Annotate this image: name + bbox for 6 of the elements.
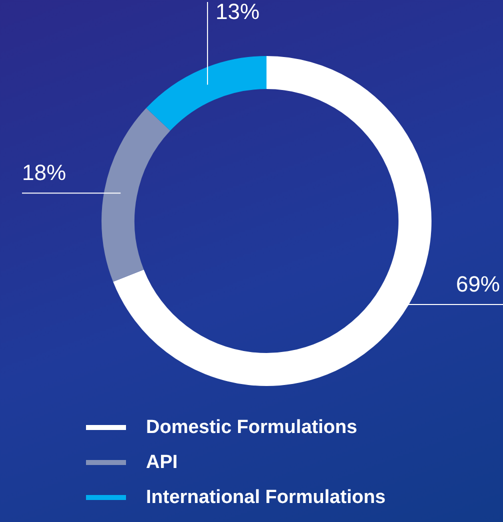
legend-label: API	[146, 452, 178, 474]
data-label: 13%	[216, 0, 260, 24]
data-label: 18%	[22, 160, 66, 186]
legend-label: Domestic Formulations	[146, 416, 358, 438]
data-label: 69%	[456, 272, 500, 297]
legend-label: International Formulations	[146, 486, 386, 508]
